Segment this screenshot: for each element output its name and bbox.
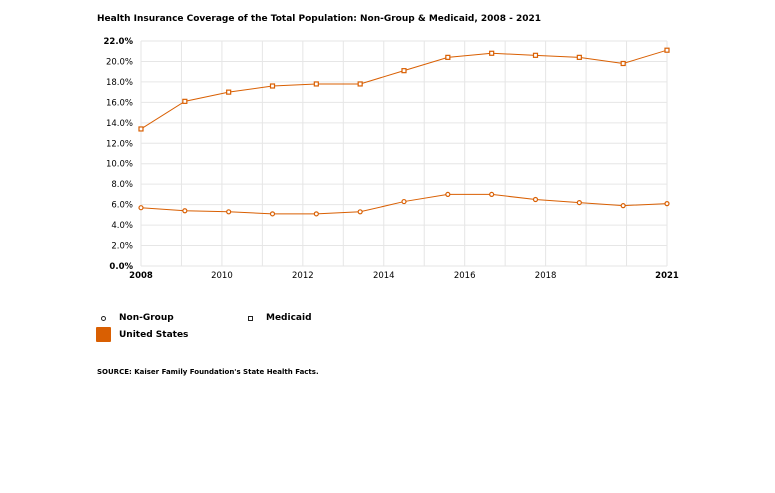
data-point — [489, 50, 495, 56]
data-point — [576, 199, 582, 206]
square-marker-icon — [248, 315, 253, 321]
data-point — [532, 196, 539, 203]
data-point — [664, 201, 670, 207]
data-point — [313, 211, 319, 217]
circle-marker-icon — [101, 315, 106, 321]
source-note: SOURCE: Kaiser Family Foundation's State… — [97, 368, 319, 376]
legend-united-states[interactable]: United States — [96, 327, 188, 342]
y-tick-label: 22.0% — [104, 37, 134, 47]
data-point — [532, 52, 539, 58]
data-point — [445, 191, 451, 198]
y-tick-label: 20.0% — [106, 57, 133, 67]
data-point — [620, 203, 626, 209]
y-tick-label: 4.0% — [111, 221, 133, 231]
x-tick-label: 2010 — [211, 271, 233, 281]
y-tick-label: 18.0% — [106, 78, 133, 88]
data-point — [138, 126, 144, 132]
data-point — [576, 54, 582, 60]
y-tick-label: 16.0% — [106, 98, 133, 108]
data-point — [445, 54, 451, 60]
x-tick-label: 2016 — [454, 271, 476, 281]
x-tick-label: 2021 — [655, 271, 679, 281]
united-states-swatch — [96, 327, 111, 342]
y-tick-label: 14.0% — [106, 119, 133, 129]
data-point — [182, 98, 188, 104]
data-point — [357, 209, 363, 215]
line-chart: 0.0% 2.0% 4.0% 6.0% 8.0% 10.0% 12.0% 14.0% 16.0%… — [104, 37, 679, 281]
y-tick-label: 0.0% — [109, 262, 133, 272]
data-point — [226, 209, 232, 215]
y-tick-label: 12.0% — [106, 139, 133, 149]
data-point — [620, 60, 626, 67]
x-tick-label: 2008 — [129, 271, 153, 281]
data-point — [182, 208, 188, 214]
data-point — [357, 81, 363, 87]
legend-medicaid[interactable]: Medicaid — [248, 313, 312, 323]
data-point — [664, 47, 670, 53]
x-tick-label: 2014 — [373, 271, 395, 281]
legend-medicaid-label: Medicaid — [266, 313, 312, 323]
x-tick-label: 2012 — [292, 271, 314, 281]
data-point — [489, 191, 495, 198]
data-point — [401, 68, 407, 74]
y-tick-label: 6.0% — [111, 201, 133, 211]
legend-united-states-label: United States — [119, 329, 189, 340]
legend-non-group-label: Non-Group — [119, 313, 174, 323]
data-point — [401, 198, 407, 205]
series-line-medicaid — [140, 49, 668, 130]
data-point — [269, 211, 276, 217]
chart-title: Health Insurance Coverage of the Total P… — [97, 14, 542, 24]
y-tick-label: 8.0% — [111, 180, 133, 190]
data-point — [313, 81, 319, 87]
data-point — [226, 89, 232, 95]
data-point — [138, 205, 144, 211]
x-tick-label: 2018 — [535, 271, 557, 281]
y-tick-label: 10.0% — [106, 160, 133, 170]
legend-non-group[interactable]: Non-Group — [101, 313, 174, 323]
data-point — [269, 83, 276, 89]
y-tick-label: 2.0% — [111, 242, 133, 252]
